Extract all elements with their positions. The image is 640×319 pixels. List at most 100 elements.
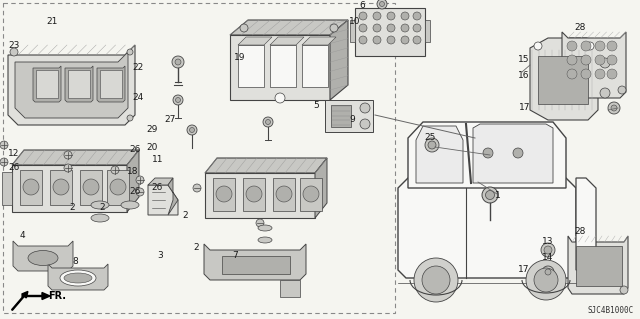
Polygon shape <box>8 45 135 125</box>
Circle shape <box>193 184 201 192</box>
Text: 22: 22 <box>132 63 143 71</box>
Circle shape <box>275 93 285 103</box>
Circle shape <box>136 176 144 184</box>
Circle shape <box>246 186 262 202</box>
Circle shape <box>544 246 552 254</box>
Polygon shape <box>280 280 300 297</box>
Circle shape <box>360 103 370 113</box>
Circle shape <box>175 59 181 65</box>
Text: 28: 28 <box>574 227 586 236</box>
Text: 4: 4 <box>19 231 25 240</box>
Polygon shape <box>148 185 178 215</box>
Bar <box>68 70 90 98</box>
Circle shape <box>359 12 367 20</box>
Circle shape <box>413 36 421 44</box>
Circle shape <box>567 69 577 79</box>
Text: 9: 9 <box>349 115 355 124</box>
Polygon shape <box>107 170 129 205</box>
Text: 29: 29 <box>147 124 157 133</box>
Polygon shape <box>168 178 178 215</box>
Circle shape <box>216 186 232 202</box>
Polygon shape <box>300 178 322 211</box>
Circle shape <box>581 69 591 79</box>
Polygon shape <box>50 170 72 205</box>
Text: 2: 2 <box>99 204 105 212</box>
FancyArrow shape <box>22 293 50 300</box>
Ellipse shape <box>258 237 272 243</box>
Circle shape <box>110 179 126 195</box>
Circle shape <box>534 42 542 50</box>
Circle shape <box>359 36 367 44</box>
Text: 28: 28 <box>574 24 586 33</box>
Circle shape <box>513 148 523 158</box>
Circle shape <box>586 42 594 50</box>
Polygon shape <box>270 37 304 45</box>
Text: 8: 8 <box>72 257 78 266</box>
Polygon shape <box>230 20 348 35</box>
Circle shape <box>10 48 18 56</box>
Bar <box>325 100 373 132</box>
Circle shape <box>595 55 605 65</box>
Bar <box>576 246 622 286</box>
Polygon shape <box>538 56 588 104</box>
Text: 12: 12 <box>8 149 20 158</box>
Text: 13: 13 <box>542 238 554 247</box>
Polygon shape <box>15 52 128 118</box>
Circle shape <box>387 12 395 20</box>
Circle shape <box>545 269 551 275</box>
Polygon shape <box>48 264 108 290</box>
Bar <box>355 8 425 56</box>
Polygon shape <box>20 170 42 205</box>
Circle shape <box>428 141 436 149</box>
Text: 19: 19 <box>234 54 246 63</box>
Circle shape <box>620 286 628 294</box>
Text: 1: 1 <box>495 190 501 199</box>
Text: 7: 7 <box>232 250 238 259</box>
Polygon shape <box>398 178 576 278</box>
Polygon shape <box>80 170 102 205</box>
Ellipse shape <box>91 201 109 209</box>
Polygon shape <box>222 256 290 274</box>
Text: 2: 2 <box>69 204 75 212</box>
Circle shape <box>276 186 292 202</box>
Circle shape <box>359 24 367 32</box>
Text: SJC4B1000C: SJC4B1000C <box>588 306 634 315</box>
Polygon shape <box>562 32 626 98</box>
Polygon shape <box>127 150 139 212</box>
Circle shape <box>611 105 617 111</box>
Circle shape <box>173 95 183 105</box>
Ellipse shape <box>91 214 109 222</box>
Ellipse shape <box>121 201 139 209</box>
Text: 24: 24 <box>132 93 143 101</box>
Text: 26: 26 <box>129 188 141 197</box>
Circle shape <box>64 164 72 172</box>
Polygon shape <box>330 20 348 100</box>
Polygon shape <box>273 178 295 211</box>
Circle shape <box>401 24 409 32</box>
Polygon shape <box>473 124 553 183</box>
Circle shape <box>542 266 554 278</box>
Text: 2: 2 <box>193 243 199 253</box>
Polygon shape <box>315 158 327 218</box>
Circle shape <box>263 117 273 127</box>
Circle shape <box>401 12 409 20</box>
Polygon shape <box>213 178 235 211</box>
Bar <box>3 3 395 313</box>
Circle shape <box>127 49 133 55</box>
Text: 23: 23 <box>8 41 20 49</box>
Bar <box>302 45 328 87</box>
Polygon shape <box>13 241 73 271</box>
Text: 10: 10 <box>349 18 361 26</box>
Polygon shape <box>530 38 598 120</box>
Polygon shape <box>204 244 306 280</box>
Circle shape <box>373 12 381 20</box>
Polygon shape <box>97 66 125 102</box>
Circle shape <box>136 188 144 196</box>
Text: 15: 15 <box>518 56 530 64</box>
Text: 16: 16 <box>518 70 530 79</box>
Text: 14: 14 <box>542 254 554 263</box>
Bar <box>100 70 122 98</box>
Ellipse shape <box>28 250 58 265</box>
Text: 2: 2 <box>182 211 188 219</box>
Circle shape <box>581 41 591 51</box>
